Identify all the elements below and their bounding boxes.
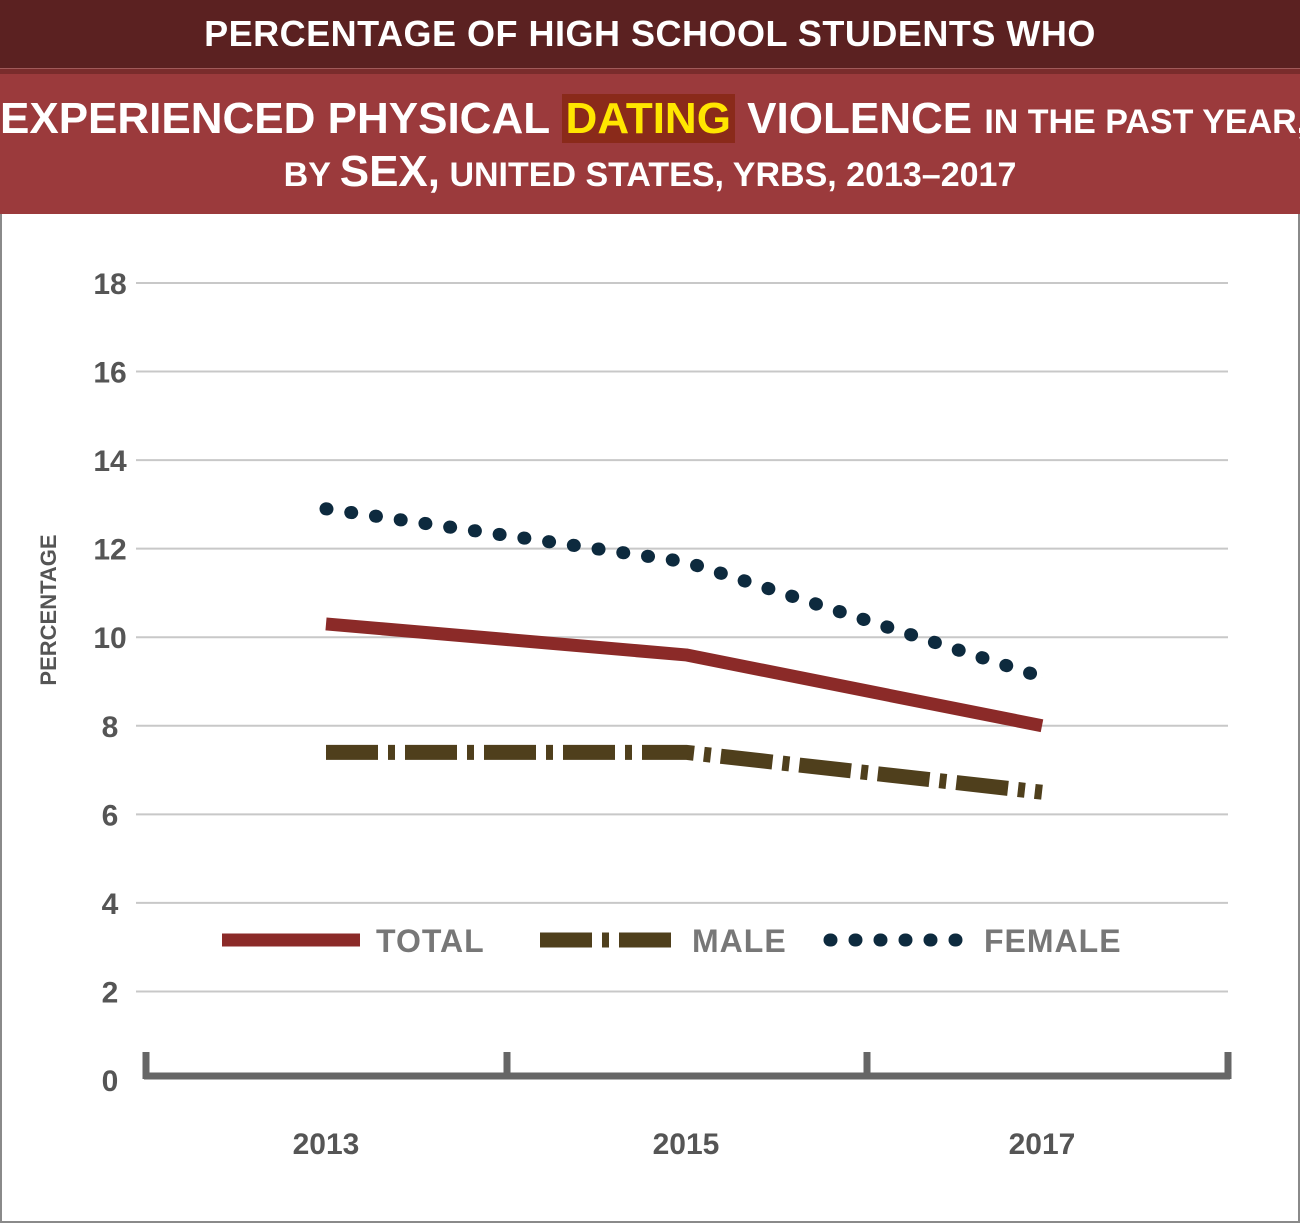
y-tick-label-0: 0 bbox=[102, 1065, 119, 1098]
legend-label-total: TOTAL bbox=[376, 923, 485, 959]
y-tick-label-16: 16 bbox=[93, 357, 126, 390]
chart-title-block: EXPERIENCED PHYSICAL DATING VIOLENCE IN … bbox=[0, 74, 1300, 214]
header-line1: PERCENTAGE OF HIGH SCHOOL STUDENTS WHO bbox=[0, 0, 1300, 68]
series-line-female bbox=[319, 502, 1049, 684]
title-by: BY bbox=[283, 156, 331, 194]
title-experienced-physical: EXPERIENCED PHYSICAL bbox=[0, 94, 550, 143]
y-tick-label-6: 6 bbox=[102, 799, 119, 832]
legend-label-female: FEMALE bbox=[984, 923, 1122, 959]
y-tick-label-14: 14 bbox=[93, 445, 127, 478]
title-dating-highlight: DATING bbox=[561, 94, 735, 143]
title-line3: BY SEX, UNITED STATES, YRBS, 2013–2017 bbox=[0, 150, 1300, 197]
title-us-yrbs: UNITED STATES, YRBS, 2013–2017 bbox=[449, 156, 1017, 194]
header-line1-text: PERCENTAGE OF HIGH SCHOOL STUDENTS WHO bbox=[204, 13, 1096, 54]
series-lines bbox=[319, 502, 1049, 800]
y-tick-label-4: 4 bbox=[102, 888, 119, 921]
x-tick-label-2013: 2013 bbox=[293, 1128, 360, 1161]
y-tick-label-10: 10 bbox=[93, 622, 126, 655]
legend-label-male: MALE bbox=[692, 923, 787, 959]
title-line2: EXPERIENCED PHYSICAL DATING VIOLENCE IN … bbox=[0, 92, 1300, 149]
y-tick-label-2: 2 bbox=[102, 976, 119, 1009]
y-tick-label-18: 18 bbox=[93, 268, 126, 301]
title-sex: SEX, bbox=[339, 147, 440, 196]
legend: TOTAL MALE FEMALE bbox=[222, 923, 1122, 959]
title-past-year: IN THE PAST YEAR, bbox=[984, 103, 1300, 141]
gridlines bbox=[136, 282, 1228, 993]
y-tick-label-8: 8 bbox=[102, 711, 119, 744]
x-tick-label-2015: 2015 bbox=[653, 1128, 720, 1161]
y-axis-ticks: 0 2 4 6 8 10 12 14 16 18 bbox=[93, 268, 127, 1098]
series-line-male bbox=[326, 744, 1043, 800]
title-violence: VIOLENCE bbox=[747, 94, 973, 143]
y-axis-title: PERCENTAGE bbox=[36, 534, 61, 685]
y-tick-label-12: 12 bbox=[93, 534, 126, 567]
x-tick-label-2017: 2017 bbox=[1009, 1128, 1076, 1161]
header-divider bbox=[0, 68, 1300, 74]
x-axis: 2013 2015 2017 bbox=[142, 1052, 1232, 1161]
